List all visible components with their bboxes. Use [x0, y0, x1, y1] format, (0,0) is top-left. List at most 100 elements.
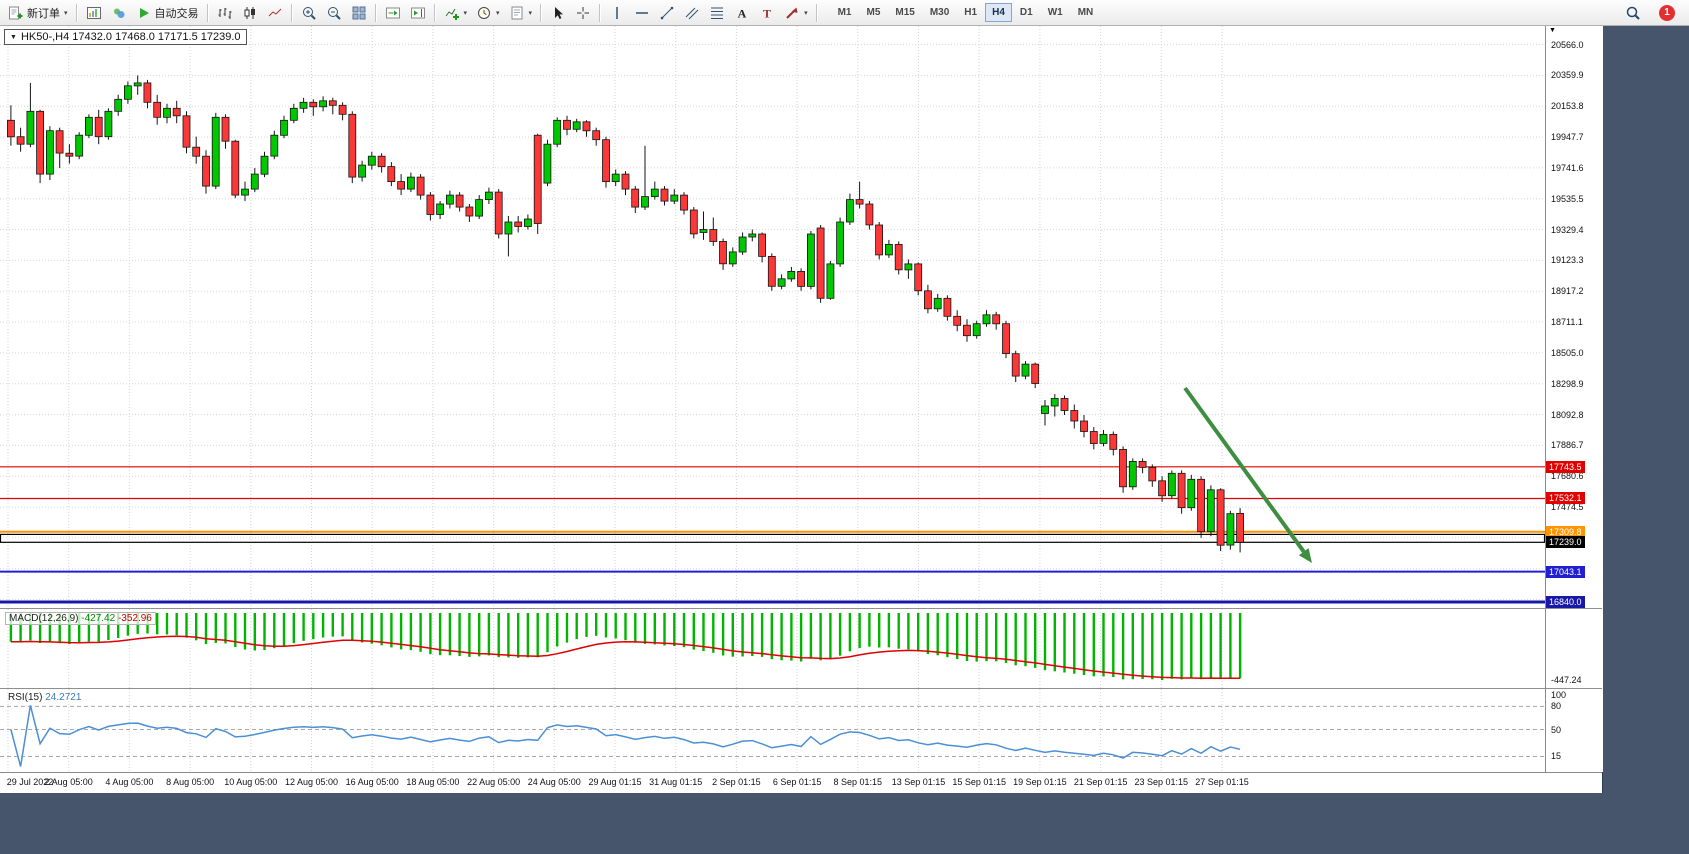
timeframe-h4-button[interactable]: H4	[985, 3, 1012, 22]
date-label: 18 Aug 05:00	[406, 777, 460, 787]
auto-trading-button[interactable]: 自动交易	[132, 2, 203, 24]
vertical-line-tool-button[interactable]	[605, 2, 629, 24]
date-label: 2 Aug 05:00	[44, 777, 93, 787]
macd-main-value: -427.42	[81, 613, 116, 624]
price-axis-label: 18711.1	[1551, 317, 1583, 328]
arrow-tool-icon	[786, 7, 798, 19]
date-label: 4 Aug 05:00	[105, 777, 154, 787]
horizontal-line-tool-button[interactable]	[630, 2, 654, 24]
price-axis-label: 17886.7	[1551, 440, 1584, 451]
charts-window-button[interactable]	[82, 2, 106, 24]
templates-button[interactable]: ▾	[505, 2, 537, 24]
price-scale[interactable]: ▼ 20566.0 20359.9 20153.8 19947.7 19741.6 195…	[1545, 26, 1603, 772]
text-tool-button[interactable]: A	[730, 2, 754, 24]
periods-button[interactable]: ▾	[472, 2, 504, 24]
timeframe-mn-button[interactable]: MN	[1071, 3, 1101, 22]
date-label: 8 Sep 01:15	[833, 777, 883, 787]
bar-chart-mode-button[interactable]	[213, 2, 237, 24]
zoom-in-button[interactable]	[297, 2, 321, 24]
toolbar-right-group: 1	[1621, 2, 1675, 24]
tile-windows-button[interactable]	[347, 2, 371, 24]
rsi-name: RSI(15)	[8, 692, 43, 703]
panel-separator[interactable]	[0, 608, 1602, 609]
clock-icon	[478, 6, 491, 19]
timeframe-m15-button[interactable]: M15	[888, 3, 921, 22]
fibonacci-tool-button[interactable]	[705, 2, 729, 24]
search-button[interactable]	[1621, 2, 1645, 24]
timeframe-m5-button[interactable]: M5	[859, 3, 887, 22]
market-watch-button[interactable]	[107, 2, 131, 24]
toolbar-separator	[206, 3, 209, 22]
trendline-tool-button[interactable]	[655, 2, 679, 24]
chart-shift-button[interactable]	[406, 2, 430, 24]
label-t-icon: T	[763, 6, 771, 20]
toolbar: 新订单 ▾ 自动交易 ▾ ▾ ▾ A T ▾ M1 M5 M15 M30 H1 H4 D1 W1 MN 1	[0, 0, 1689, 26]
price-axis-label: 17474.5	[1551, 502, 1584, 513]
timeframe-m30-button[interactable]: M30	[923, 3, 956, 22]
tile-icon	[352, 6, 366, 19]
toolbar-separator	[540, 3, 543, 22]
main-chart[interactable]	[0, 26, 1545, 608]
chart-title: HK50-,H4 17432.0 17468.0 17171.5 17239.0	[20, 31, 241, 43]
chart-title-box: ▼ HK50-,H4 17432.0 17468.0 17171.5 17239…	[4, 29, 247, 45]
zoom-out-icon	[327, 6, 341, 20]
time-scale[interactable]: 29 Jul 2022 2 Aug 05:00 4 Aug 05:00 8 Aug 0…	[0, 772, 1602, 793]
date-label: 8 Aug 05:00	[166, 777, 215, 787]
play-icon	[139, 7, 149, 18]
caret-down-icon: ▾	[804, 9, 808, 17]
price-tag: 17309.8	[1546, 525, 1585, 538]
notification-badge[interactable]: 1	[1659, 4, 1675, 21]
trend-arrow[interactable]	[1183, 386, 1312, 563]
date-label: 12 Aug 05:00	[284, 777, 339, 787]
rsi-scale-label: 80	[1551, 701, 1562, 712]
search-icon	[1626, 6, 1640, 20]
auto-scroll-button[interactable]	[381, 2, 405, 24]
profiles-icon	[113, 8, 125, 18]
timeframe-m1-button[interactable]: M1	[831, 3, 859, 22]
rsi-scale-label: 15	[1551, 751, 1562, 762]
line-chart-mode-button[interactable]	[263, 2, 287, 24]
macd-panel[interactable]	[0, 609, 1545, 688]
date-label: 19 Sep 01:15	[1013, 777, 1067, 787]
timeframe-w1-button[interactable]: W1	[1041, 3, 1070, 22]
zoom-out-button[interactable]	[322, 2, 346, 24]
svg-text:A: A	[738, 6, 747, 20]
channel-tool-button[interactable]	[680, 2, 704, 24]
date-label: 22 Aug 05:00	[467, 777, 521, 787]
price-axis-label: 20566.0	[1551, 39, 1584, 50]
candles-icon	[244, 6, 255, 19]
price-axis-label: 17680.6	[1551, 471, 1584, 482]
macd-label: MACD(12,26,9) -427.42 -352.96	[5, 612, 156, 625]
crosshair-button[interactable]	[571, 2, 595, 24]
rsi-scale-label: 50	[1551, 724, 1562, 735]
rsi-label: RSI(15) 24.2721	[5, 692, 84, 703]
date-label: 21 Sep 01:15	[1073, 777, 1128, 787]
fibo-icon	[711, 7, 724, 19]
new-order-button[interactable]: 新订单 ▾	[4, 2, 72, 24]
zoom-in-icon	[302, 6, 316, 20]
date-label: 29 Jul 2022	[6, 777, 54, 787]
text-a-icon: A	[738, 6, 747, 20]
price-axis-label: 18917.2	[1551, 286, 1584, 297]
line-icon	[268, 8, 281, 16]
timeframe-d1-button[interactable]: D1	[1013, 3, 1040, 22]
timeframe-h1-button[interactable]: H1	[957, 3, 984, 22]
collapse-icon[interactable]: ▼	[10, 33, 17, 41]
date-label: 15 Sep 01:15	[952, 777, 1006, 787]
price-axis-label: 20153.8	[1551, 101, 1584, 112]
panel-separator[interactable]	[0, 688, 1602, 689]
price-tag: 16840.0	[1546, 596, 1585, 608]
cursor-button[interactable]	[546, 2, 570, 24]
toolbar-separator	[374, 3, 377, 22]
toolbar-separator	[599, 3, 602, 22]
indicators-button[interactable]: ▾	[440, 2, 472, 24]
arrows-tool-button[interactable]: ▾	[780, 2, 812, 24]
rsi-scale-label: 100	[1551, 690, 1567, 700]
text-label-tool-button[interactable]: T	[755, 2, 779, 24]
auto-trading-label: 自动交易	[154, 7, 199, 20]
candlestick-mode-button[interactable]	[238, 2, 262, 24]
new-order-icon	[9, 6, 23, 19]
rsi-panel[interactable]	[0, 689, 1545, 772]
autoscroll-icon	[385, 7, 400, 18]
price-tag: 17532.1	[1546, 492, 1585, 505]
